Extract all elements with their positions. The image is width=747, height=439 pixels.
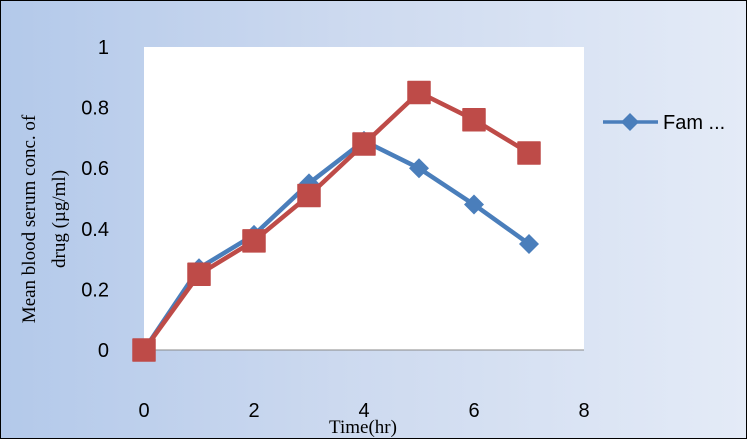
x-axis-title: Time(hr) xyxy=(329,417,397,438)
x-tick-label: 2 xyxy=(248,400,259,422)
data-point xyxy=(409,158,429,179)
data-point xyxy=(517,141,541,165)
data-point xyxy=(519,233,539,254)
data-point xyxy=(242,229,266,253)
y-axis-title-line1: Mean blood serum conc. of xyxy=(19,114,40,323)
y-tick-label: 0 xyxy=(98,340,109,362)
plot-area xyxy=(144,47,584,350)
y-tick-label: 0.4 xyxy=(81,219,109,241)
legend-label: Fam ... xyxy=(663,112,725,134)
data-point xyxy=(132,338,156,362)
y-axis-title-line2: drug (µg/ml) xyxy=(49,170,70,268)
x-tick-label: 8 xyxy=(578,400,589,422)
y-tick-label: 0.6 xyxy=(81,158,109,180)
data-point xyxy=(462,107,486,132)
y-tick-label: 0.8 xyxy=(81,98,109,120)
series-2 xyxy=(132,80,541,362)
x-tick-label: 4 xyxy=(358,400,369,422)
data-point xyxy=(407,80,431,105)
x-tick-label: 0 xyxy=(138,400,149,422)
data-point xyxy=(352,132,376,156)
y-tick-label: 0.2 xyxy=(81,279,109,301)
data-point xyxy=(187,262,211,286)
data-point xyxy=(297,183,321,208)
x-tick-label: 6 xyxy=(468,400,479,422)
legend-marker xyxy=(621,113,639,131)
y-tick-label: 1 xyxy=(98,37,109,59)
data-point xyxy=(464,194,484,215)
legend: Fam ... xyxy=(603,112,725,134)
